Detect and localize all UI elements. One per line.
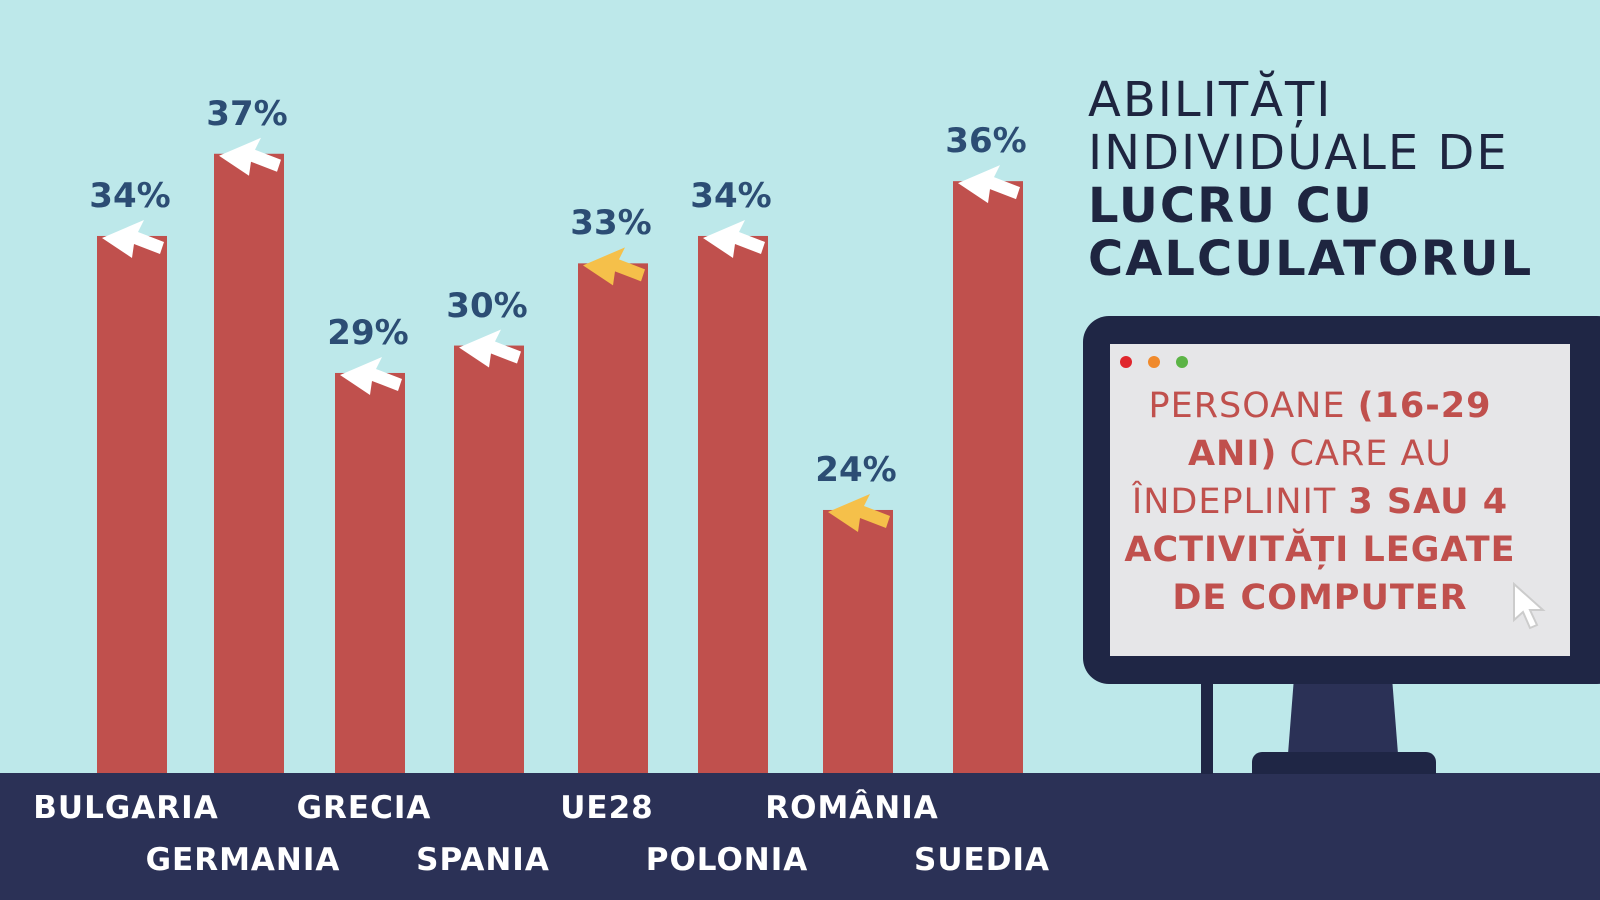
category-label: ROMÂNIA bbox=[765, 790, 939, 826]
screen-text-part: PERSOANE bbox=[1148, 386, 1358, 426]
title-line: ABILITĂȚI bbox=[1088, 72, 1333, 128]
value-label: 34% bbox=[89, 175, 171, 216]
cursor-arrow-icon bbox=[219, 137, 281, 176]
cursor-arrow-icon bbox=[703, 219, 765, 258]
screen-text-part: 3 SAU 4 bbox=[1348, 482, 1509, 522]
title-line: INDIVIDUALE DE bbox=[1088, 125, 1509, 181]
mouse-cursor-icon bbox=[1513, 582, 1546, 630]
title-line: CALCULATORUL bbox=[1088, 231, 1534, 287]
value-label: 36% bbox=[945, 121, 1027, 162]
bar-românia bbox=[823, 509, 893, 773]
screen-text-part: ANI) bbox=[1187, 434, 1278, 474]
monitor-neck bbox=[1288, 684, 1398, 754]
category-label: GRECIA bbox=[296, 790, 432, 826]
value-label: 30% bbox=[446, 285, 528, 326]
bar-grecia bbox=[335, 372, 405, 773]
category-label: BULGARIA bbox=[33, 790, 219, 826]
cursor-arrow-icon bbox=[340, 356, 402, 395]
value-label: 33% bbox=[570, 203, 652, 244]
cursor-arrow-icon bbox=[583, 247, 645, 286]
category-label: UE28 bbox=[560, 790, 654, 826]
value-label: 24% bbox=[815, 449, 897, 490]
category-label: SPANIA bbox=[416, 842, 550, 878]
cursor-arrow-icon bbox=[102, 219, 164, 258]
title-line: LUCRU CU bbox=[1088, 178, 1374, 234]
chart-title: ABILITĂȚI INDIVIDUALE DE LUCRU CU CALCUL… bbox=[1088, 74, 1533, 286]
bar-germania bbox=[214, 153, 284, 773]
cursor-arrow-icon bbox=[459, 329, 521, 368]
value-label: 34% bbox=[690, 175, 772, 216]
bar-spania bbox=[454, 345, 524, 773]
monitor-base bbox=[1252, 752, 1436, 774]
monitor-cable bbox=[1201, 684, 1213, 774]
screen-text-part: ÎNDEPLINIT bbox=[1131, 482, 1349, 522]
bar-bulgaria bbox=[97, 235, 167, 773]
green-dot-icon bbox=[1176, 356, 1188, 368]
category-label: POLONIA bbox=[645, 842, 809, 878]
cursor-arrow-icon bbox=[828, 493, 890, 532]
bar-suedia bbox=[953, 181, 1023, 773]
orange-dot-icon bbox=[1148, 356, 1160, 368]
bar-ue28 bbox=[578, 263, 648, 773]
value-label: 37% bbox=[206, 93, 288, 134]
screen-text-part: (16-29 bbox=[1357, 386, 1492, 426]
screen-text-part: DE COMPUTER bbox=[1172, 578, 1468, 618]
category-band bbox=[0, 773, 1600, 900]
screen-text-part: ACTIVITĂȚI LEGATE bbox=[1124, 530, 1516, 570]
category-label: SUEDIA bbox=[914, 842, 1050, 878]
screen-text: PERSOANE (16-29 ANI) CARE AU ÎNDEPLINIT … bbox=[1110, 382, 1530, 622]
screen-text-part: CARE AU bbox=[1277, 434, 1453, 474]
category-label: GERMANIA bbox=[145, 842, 341, 878]
bar-polonia bbox=[698, 235, 768, 773]
monitor-screen: PERSOANE (16-29 ANI) CARE AU ÎNDEPLINIT … bbox=[1110, 344, 1570, 656]
value-label: 29% bbox=[327, 312, 409, 353]
red-dot-icon bbox=[1120, 356, 1132, 368]
cursor-arrow-icon bbox=[958, 165, 1020, 204]
